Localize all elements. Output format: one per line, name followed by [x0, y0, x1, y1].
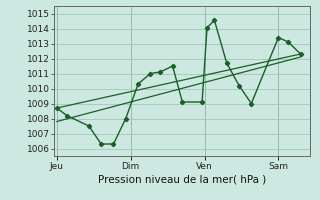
- X-axis label: Pression niveau de la mer( hPa ): Pression niveau de la mer( hPa ): [98, 175, 267, 185]
